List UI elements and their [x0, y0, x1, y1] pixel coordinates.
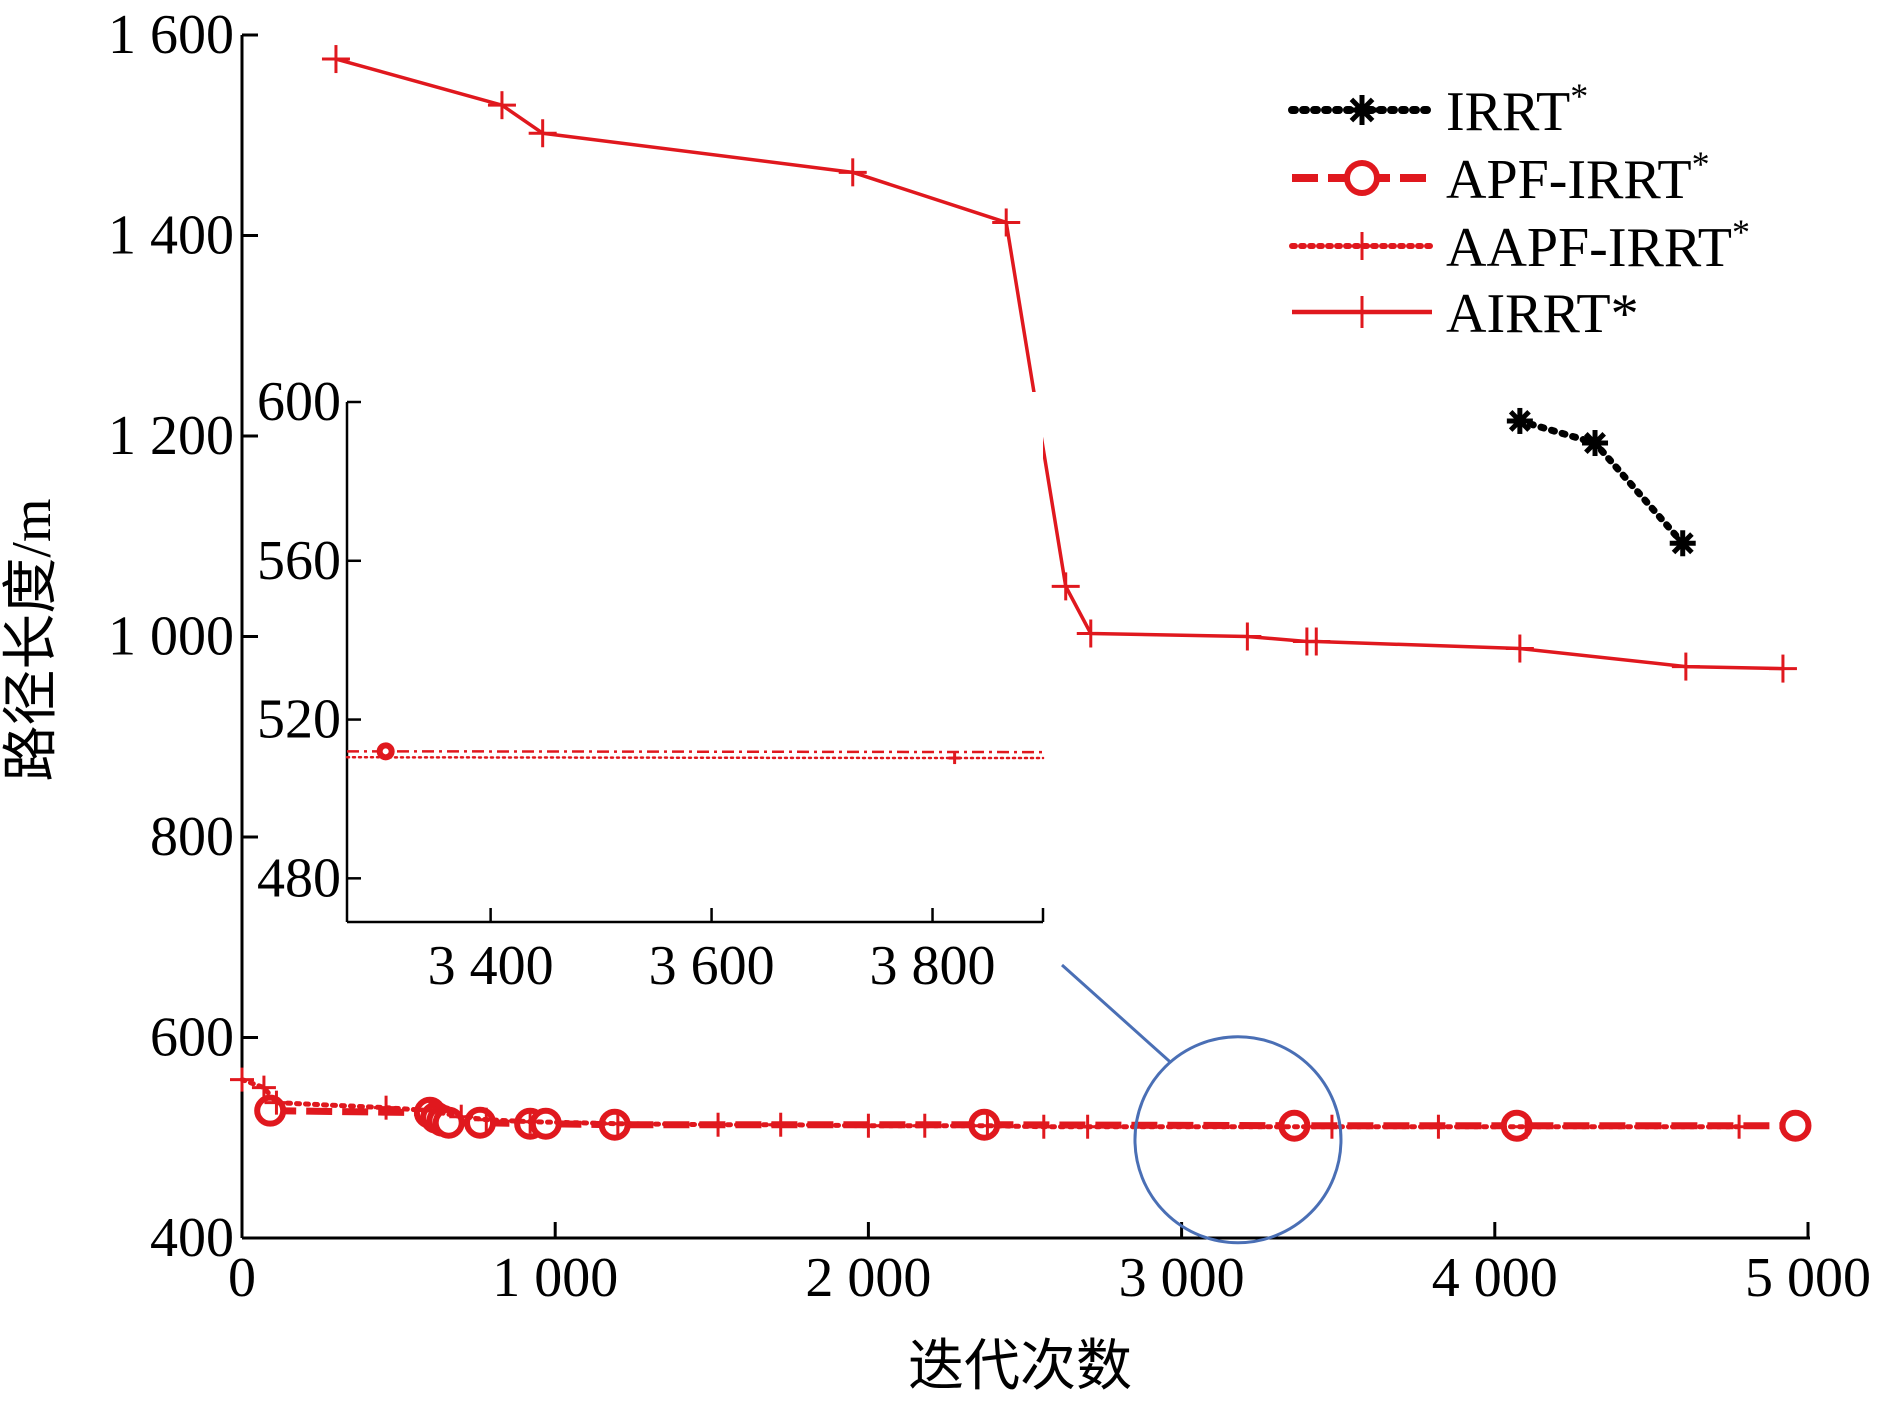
data-point — [1051, 572, 1080, 601]
inset-background — [347, 392, 1043, 922]
y-tick-label: 800 — [150, 806, 234, 868]
data-point — [1671, 652, 1700, 681]
data-point — [1779, 1109, 1812, 1142]
main-series-layer — [230, 45, 1812, 1142]
y-tick-label: 400 — [150, 1207, 234, 1269]
y-tick-label: 1 600 — [108, 4, 234, 66]
data-point — [1727, 1114, 1752, 1139]
inset-series-line — [347, 750, 1044, 754]
legend: IRRT*APF-IRRT*AAPF-IRRT*AIRRT* — [1288, 76, 1750, 345]
data-point — [605, 1111, 630, 1136]
data-point — [1302, 627, 1331, 656]
data-point — [1669, 530, 1696, 557]
data-point — [374, 1095, 399, 1120]
data-point — [1505, 634, 1534, 663]
y-axis-title: 路径长度/m — [1, 498, 63, 781]
x-tick-label: 1 000 — [492, 1247, 618, 1309]
legend-entry: APF-IRRT* — [1292, 144, 1710, 211]
marker-ring — [1344, 160, 1380, 196]
main-axes: 0 1 000 2 000 3 000 4 000 5 000 400 600 800 1 000… — [108, 4, 1871, 1309]
data-point — [230, 1067, 254, 1092]
legend-label: IRRT* — [1446, 76, 1588, 143]
legend-marker — [1348, 232, 1376, 260]
x-tick-label: 2 000 — [805, 1247, 931, 1309]
data-point — [856, 1113, 881, 1138]
data-point — [528, 119, 557, 148]
series-aapf-irrt — [230, 1067, 1752, 1139]
inset-x-tick-label: 3 600 — [649, 935, 775, 997]
legend-marker — [1347, 95, 1377, 125]
legend-entry: AIRRT* — [1292, 283, 1639, 345]
inset-axes: 3 400 3 600 3 800 480 520 560 600 — [257, 371, 1045, 997]
data-point — [1426, 1114, 1451, 1139]
y-tick-label: 600 — [150, 1007, 234, 1069]
x-tick-label: 0 — [228, 1247, 256, 1309]
inset-y-tick-label: 560 — [257, 530, 341, 592]
x-tick-label: 5 000 — [1745, 1247, 1871, 1309]
data-point — [1075, 1114, 1100, 1139]
data-point — [768, 1112, 793, 1137]
legend-marker — [1344, 160, 1380, 196]
zoom-circle — [1133, 1035, 1343, 1245]
zoom-callout — [1060, 963, 1343, 1245]
series-apf-irrt — [254, 1094, 1812, 1142]
inset-data-point — [376, 742, 395, 761]
series-line — [270, 1107, 1796, 1130]
data-point — [251, 1075, 276, 1100]
data-point — [1582, 430, 1609, 457]
data-point — [417, 1098, 442, 1123]
legend-label: APF-IRRT* — [1446, 144, 1710, 211]
inset-y-tick-label: 480 — [257, 847, 341, 909]
marker-ring — [1779, 1109, 1812, 1142]
legend-entry: AAPF-IRRT* — [1289, 212, 1750, 279]
marker-arm — [1671, 532, 1694, 555]
data-point — [449, 1104, 474, 1129]
data-point — [518, 1109, 543, 1134]
legend-entry: IRRT* — [1288, 76, 1588, 143]
series-airrt — [321, 45, 1797, 683]
data-point — [1031, 1114, 1056, 1139]
data-point — [474, 1107, 499, 1132]
data-point — [992, 208, 1021, 237]
marker-arm — [1508, 410, 1531, 432]
x-tick-label: 3 000 — [1119, 1247, 1245, 1309]
inset-series-aapf-irrt — [345, 752, 1045, 765]
data-point — [1768, 654, 1797, 683]
marker-ring — [376, 742, 395, 761]
data-point — [1233, 622, 1262, 651]
inset-y-tick-label: 600 — [257, 371, 341, 433]
data-point — [1506, 407, 1533, 434]
legend-marker — [1346, 296, 1378, 328]
inset-y-tick-label: 520 — [257, 689, 341, 751]
inset-x-tick-label: 3 800 — [870, 935, 996, 997]
data-point — [464, 1106, 497, 1139]
marker-ring — [464, 1106, 497, 1139]
data-point — [706, 1112, 731, 1137]
y-tick-label: 1 200 — [108, 405, 234, 467]
data-point — [1076, 619, 1105, 648]
data-point — [1514, 1114, 1539, 1139]
legend-label: AAPF-IRRT* — [1446, 212, 1750, 279]
data-point — [487, 91, 516, 120]
data-point — [838, 158, 867, 187]
y-tick-label: 1 400 — [108, 205, 234, 267]
y-tick-label: 1 000 — [108, 606, 234, 668]
legend-label: AIRRT* — [1446, 283, 1639, 345]
inset-data-point — [948, 752, 961, 765]
marker-arm — [1584, 432, 1606, 454]
callout-line — [1060, 963, 1171, 1063]
inset-x-tick-label: 3 400 — [428, 935, 554, 997]
x-tick-label: 4 000 — [1432, 1247, 1558, 1309]
data-point — [264, 1090, 289, 1115]
data-point — [975, 1113, 1000, 1138]
data-point — [321, 45, 350, 74]
x-axis-title: 迭代次数 — [908, 1336, 1132, 1398]
marker-arm — [1349, 97, 1375, 123]
data-point — [912, 1113, 937, 1138]
series-irrt — [1506, 407, 1696, 557]
